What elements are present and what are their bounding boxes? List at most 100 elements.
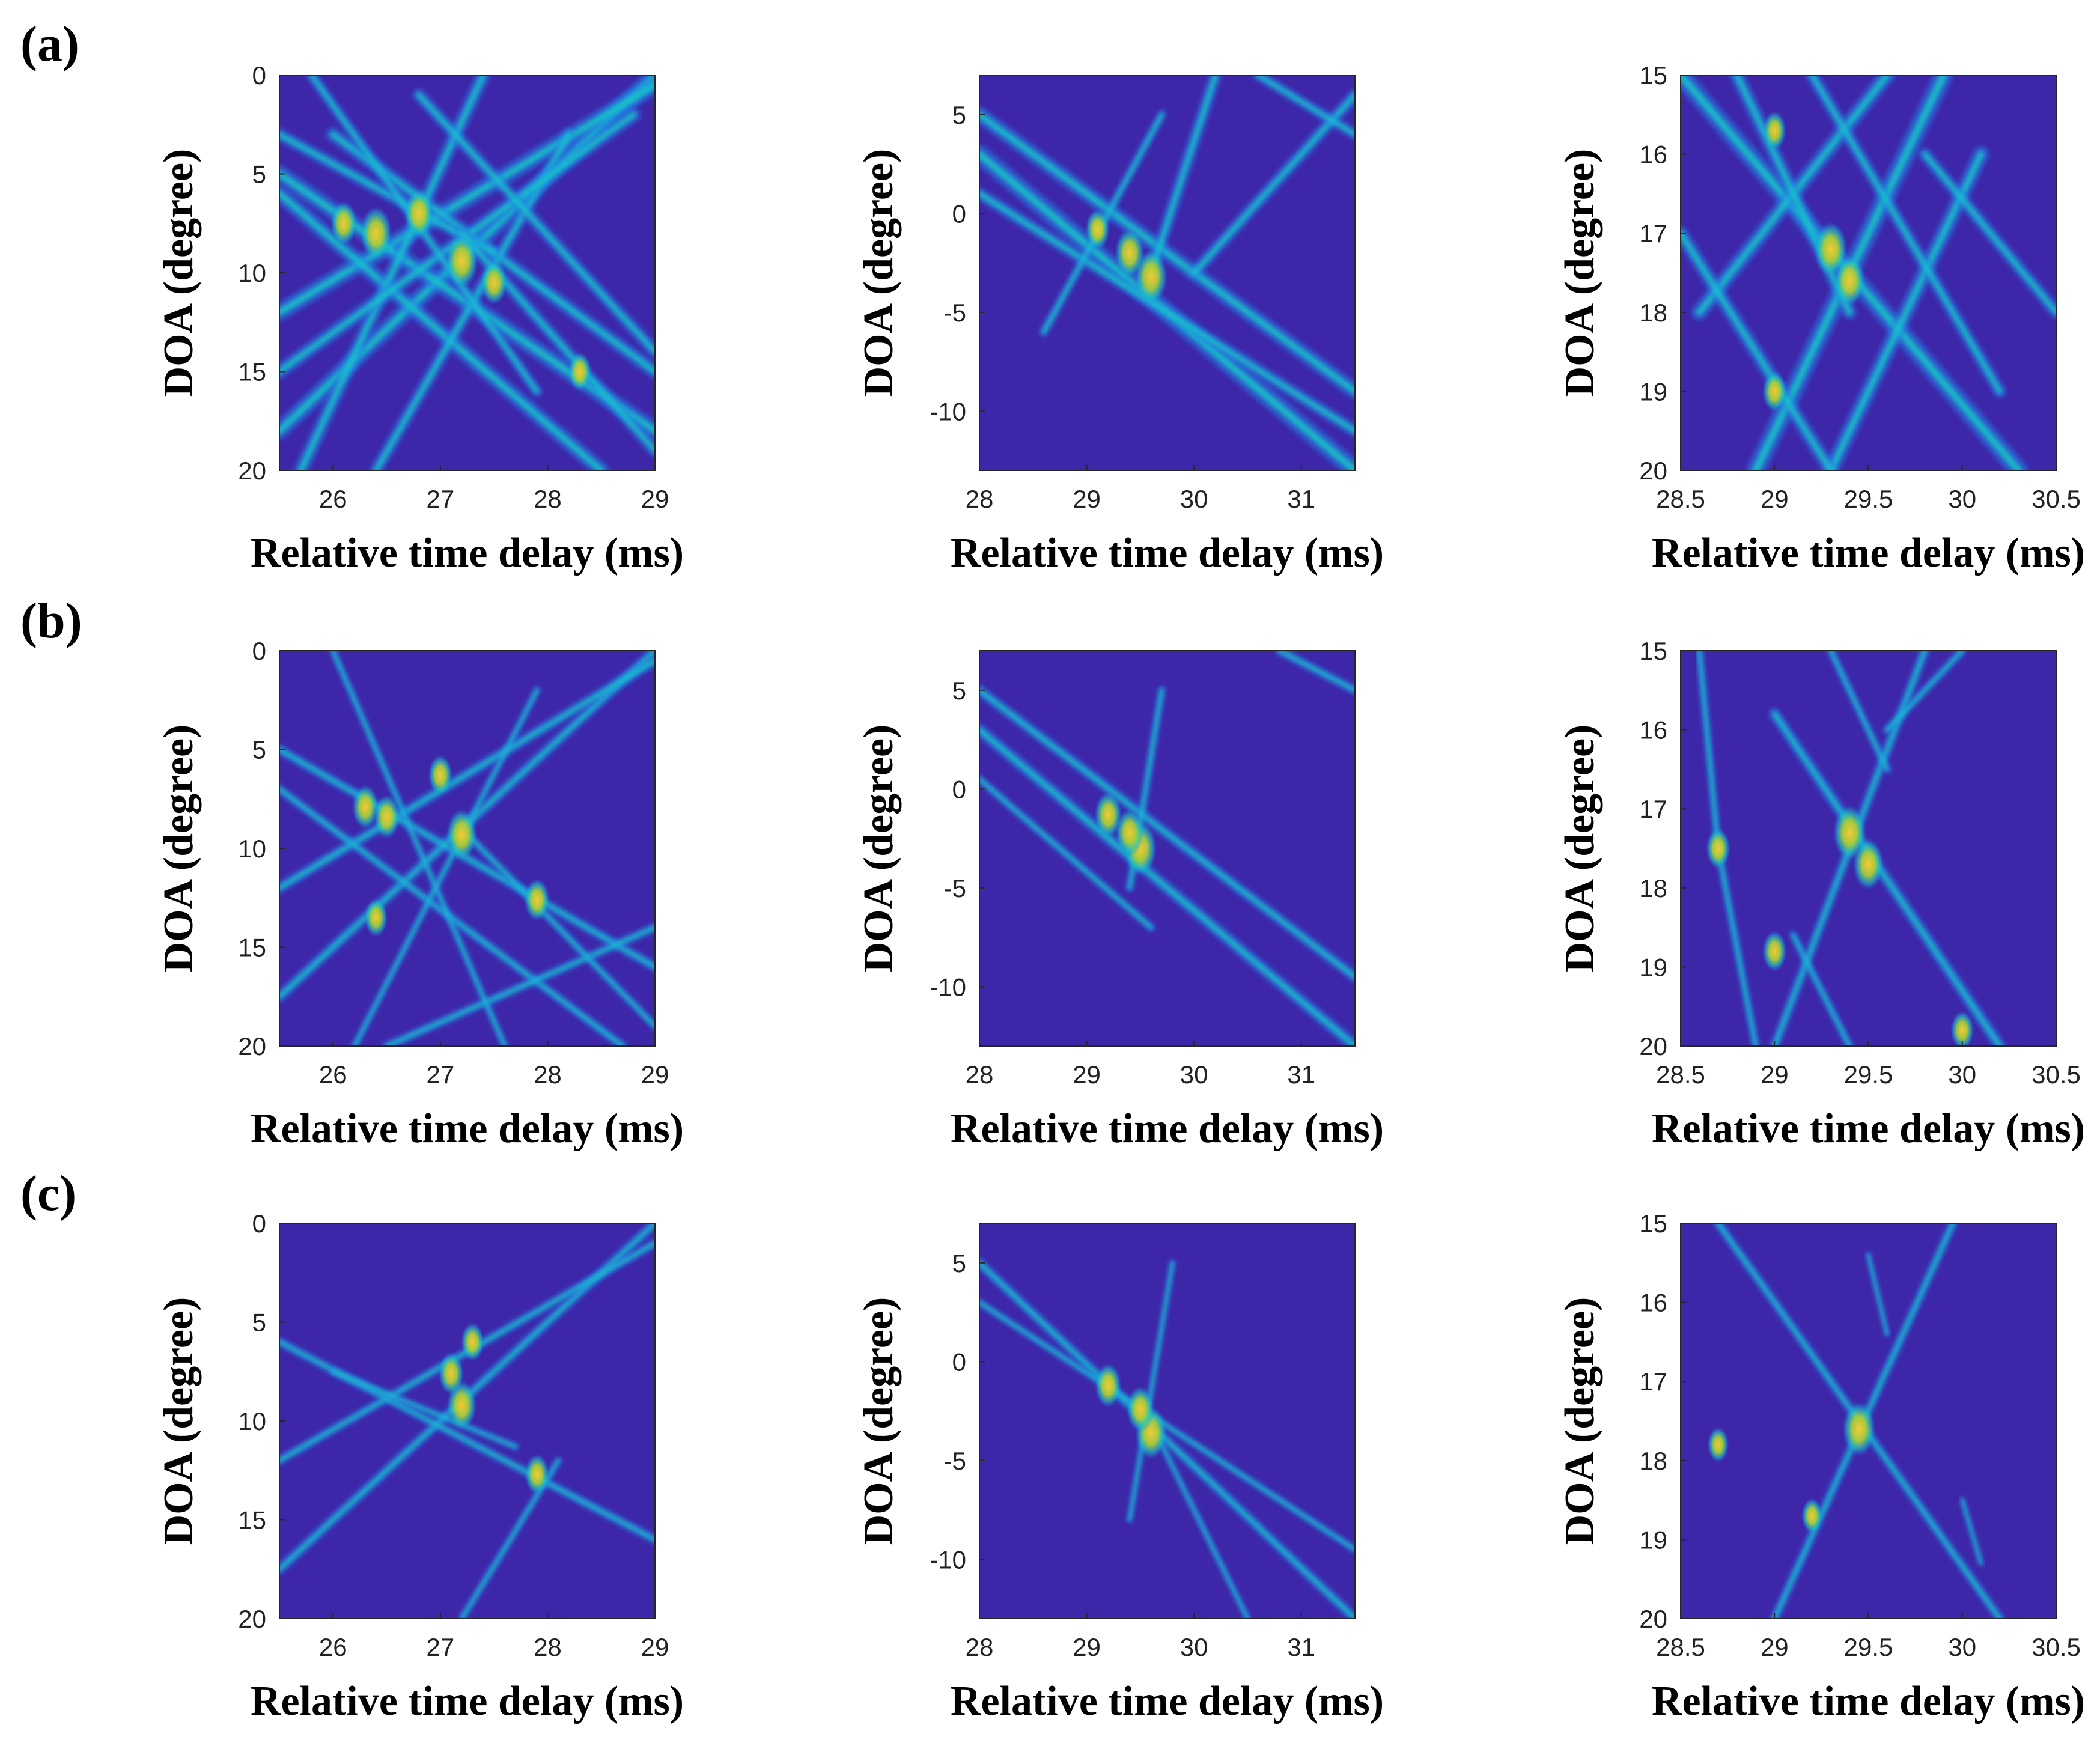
x-tick-label: 27 <box>426 1060 454 1089</box>
x-tick-label: 29 <box>641 1060 669 1089</box>
y-tick-label: -5 <box>944 299 966 327</box>
x-axis-label: Relative time delay (ms) <box>951 1106 1384 1152</box>
y-axis-label: DOA (degree) <box>156 725 202 973</box>
x-tick-label: 30.5 <box>2032 1060 2081 1089</box>
x-tick-label: 29 <box>1073 1633 1101 1661</box>
y-tick-label: 5 <box>952 101 966 129</box>
x-tick-label: 28 <box>534 485 562 513</box>
plot-frame <box>979 75 1356 471</box>
ridge-line <box>1694 651 1723 853</box>
y-tick-label: 15 <box>1639 61 1667 90</box>
x-axis-label: Relative time delay (ms) <box>251 530 684 576</box>
y-tick-label: -10 <box>930 1545 966 1574</box>
x-axis-label: Relative time delay (ms) <box>951 530 1384 576</box>
peak-mark <box>1706 828 1730 869</box>
x-tick-label: 29 <box>1761 1633 1789 1661</box>
ridge-line <box>1788 931 1854 1046</box>
ridge-line <box>1918 147 2056 319</box>
y-axis-label: DOA (degree) <box>1557 149 1603 397</box>
peak-mark <box>1834 255 1866 307</box>
x-tick-label: 29 <box>1761 485 1789 513</box>
ridge-line <box>1805 75 2007 398</box>
y-tick-label: 0 <box>252 61 266 90</box>
y-tick-label: 10 <box>238 259 266 287</box>
peak-mark <box>1842 1401 1876 1457</box>
peak-mark <box>373 794 400 839</box>
x-tick-label: 30 <box>1948 485 1976 513</box>
x-axis-label: Relative time delay (ms) <box>1652 530 2085 576</box>
x-tick-label: 29 <box>1761 1060 1789 1089</box>
peak-mark <box>1950 1011 1974 1046</box>
peak-mark <box>480 260 508 305</box>
y-tick-label: 20 <box>1639 1605 1667 1633</box>
x-tick-label: 30 <box>1180 1633 1208 1661</box>
x-tick-label: 30 <box>1948 1060 1976 1089</box>
x-tick-label: 29.5 <box>1844 1633 1893 1661</box>
y-tick-label: -5 <box>944 1447 966 1475</box>
x-tick-label: 26 <box>319 1060 347 1089</box>
x-tick-label: 31 <box>1287 485 1315 513</box>
x-tick-label: 29.5 <box>1844 485 1893 513</box>
ridge-line <box>979 723 1355 1046</box>
peak-mark <box>1115 228 1145 278</box>
y-tick-label: 0 <box>252 637 266 665</box>
y-axis-label: DOA (degree) <box>156 1297 202 1545</box>
y-axis-label: DOA (degree) <box>1557 1297 1603 1545</box>
peak-mark <box>568 352 592 391</box>
y-tick-label: 17 <box>1639 795 1667 823</box>
y-tick-label: 16 <box>1639 1289 1667 1317</box>
x-tick-label: 28 <box>534 1060 562 1089</box>
plot-frame <box>979 650 1356 1047</box>
peak-mark <box>352 784 379 829</box>
ridge-line <box>979 1257 1355 1619</box>
peak-mark <box>1095 1363 1122 1408</box>
plot-frame <box>979 1223 1356 1619</box>
y-tick-label: 15 <box>238 1506 266 1535</box>
x-tick-label: 30 <box>1948 1633 1976 1661</box>
ridge-line <box>1125 1259 1176 1524</box>
x-tick-label: 29 <box>641 1633 669 1661</box>
y-tick-label: -5 <box>944 874 966 902</box>
y-tick-label: 5 <box>252 736 266 764</box>
y-tick-label: 20 <box>238 457 266 485</box>
y-tick-label: 0 <box>952 1348 966 1376</box>
x-axis-label: Relative time delay (ms) <box>1652 1106 2085 1152</box>
peak-mark <box>1126 1386 1154 1432</box>
ridge-line <box>979 187 1355 438</box>
peak-mark <box>460 1322 484 1361</box>
ridge-line <box>979 1298 1355 1554</box>
y-tick-label: -10 <box>930 973 966 1001</box>
peak-mark <box>446 808 478 860</box>
ridge-line <box>412 88 655 359</box>
x-tick-label: 30 <box>1180 1060 1208 1089</box>
ridge-line <box>350 686 541 1046</box>
y-tick-label: 16 <box>1639 141 1667 169</box>
x-axis-label: Relative time delay (ms) <box>1652 1678 2085 1724</box>
y-tick-label: 15 <box>1639 1209 1667 1238</box>
peak-mark <box>445 233 479 289</box>
x-axis-label: Relative time delay (ms) <box>251 1106 684 1152</box>
y-tick-label: 18 <box>1639 299 1667 327</box>
peak-mark <box>1762 371 1787 412</box>
x-tick-label: 26 <box>319 485 347 513</box>
peak-mark <box>360 206 392 260</box>
ridge-line <box>1252 75 1355 141</box>
ridge-line <box>279 185 610 470</box>
y-tick-label: 5 <box>952 1249 966 1277</box>
y-tick-label: 10 <box>238 1407 266 1435</box>
y-tick-label: 5 <box>252 1309 266 1337</box>
y-tick-label: 18 <box>1639 874 1667 902</box>
y-tick-label: 20 <box>1639 1032 1667 1060</box>
x-tick-label: 27 <box>426 485 454 513</box>
y-tick-label: 5 <box>252 160 266 189</box>
x-tick-label: 26 <box>319 1633 347 1661</box>
peak-mark <box>525 1453 549 1495</box>
y-tick-label: 15 <box>1639 637 1667 665</box>
peak-mark <box>1085 208 1110 250</box>
x-tick-label: 28.5 <box>1656 485 1705 513</box>
x-tick-label: 29.5 <box>1844 1060 1893 1089</box>
